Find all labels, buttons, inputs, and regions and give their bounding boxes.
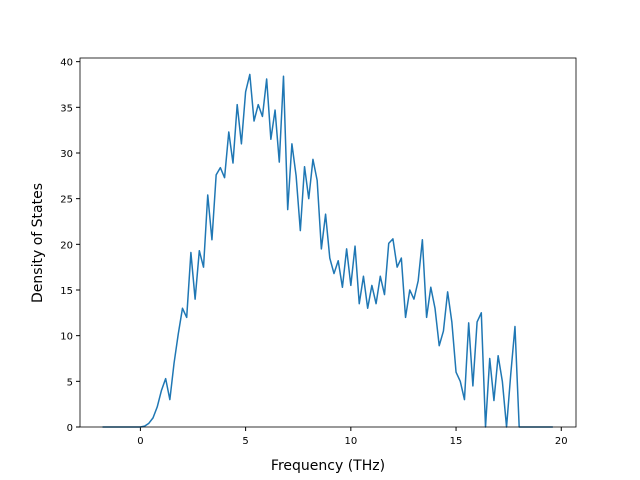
data-line bbox=[102, 73, 553, 428]
x-tick-label: 15 bbox=[450, 436, 463, 447]
y-tick-label: 40 bbox=[60, 58, 73, 69]
plot-frame bbox=[79, 57, 577, 428]
y-tick-label: 25 bbox=[60, 195, 73, 206]
y-axis-label: Density of States bbox=[30, 183, 46, 303]
y-tick-label: 15 bbox=[60, 286, 73, 297]
y-tick-label: 5 bbox=[67, 377, 73, 388]
x-axis-label: Frequency (THz) bbox=[271, 458, 385, 474]
y-tick-label: 30 bbox=[60, 149, 73, 160]
x-tick-label: 0 bbox=[137, 436, 143, 447]
y-tick-label: 20 bbox=[60, 240, 73, 251]
y-tick-label: 35 bbox=[60, 103, 73, 114]
y-tick-label: 0 bbox=[67, 423, 73, 434]
x-tick-label: 20 bbox=[555, 436, 568, 447]
x-tick-label: 10 bbox=[344, 436, 357, 447]
x-tick-label: 5 bbox=[242, 436, 248, 447]
y-tick-label: 10 bbox=[60, 332, 73, 343]
